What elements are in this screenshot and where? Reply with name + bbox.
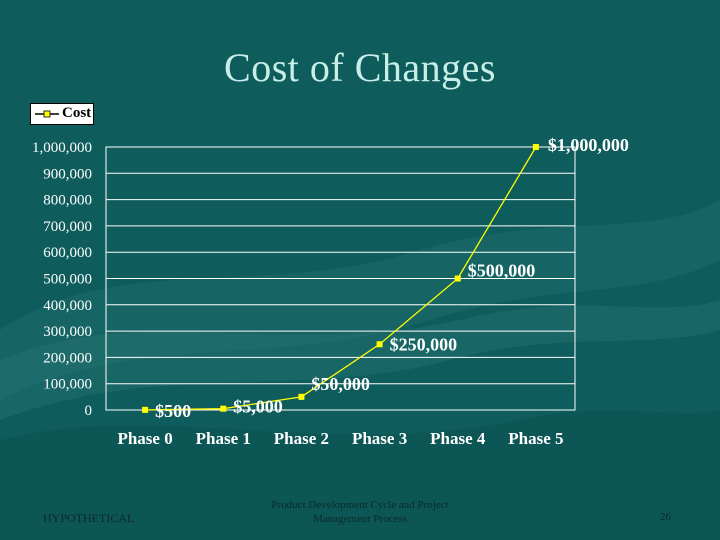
slide-title: Cost of Changes	[224, 45, 496, 90]
data-point-marker	[376, 341, 383, 348]
x-category-label: Phase 0	[117, 429, 172, 448]
footer-hypothetical: HYPOTHETICAL	[43, 511, 135, 525]
legend-label-cost: Cost	[62, 105, 92, 121]
x-category-label: Phase 4	[430, 429, 486, 448]
y-tick-label: 1,000,000	[32, 140, 92, 156]
chart-legend: Cost	[30, 103, 94, 125]
data-point-marker	[220, 405, 227, 412]
y-tick-label: 0	[85, 403, 93, 419]
x-category-label: Phase 1	[196, 429, 251, 448]
footer-center-caption: Product Development Cycle and Project Ma…	[235, 498, 485, 526]
data-label: $500,000	[468, 261, 536, 281]
y-tick-label: 900,000	[43, 166, 92, 182]
y-tick-label: 800,000	[43, 193, 92, 209]
data-point-marker	[454, 275, 461, 282]
y-tick-label: 400,000	[43, 298, 92, 314]
data-point-marker	[532, 144, 539, 150]
legend-line-marker-icon	[35, 110, 59, 118]
data-label: $500	[155, 401, 191, 421]
x-category-label: Phase 5	[508, 429, 563, 448]
footer-center-line-2: Management Process	[313, 513, 407, 525]
y-tick-label: 100,000	[43, 377, 92, 393]
x-category-label: Phase 2	[274, 429, 329, 448]
series-line-cost	[145, 146, 537, 411]
y-tick-label: 500,000	[43, 272, 92, 288]
data-label: $1,000,000	[548, 135, 629, 155]
x-category-label: Phase 3	[352, 429, 407, 448]
data-point-marker	[142, 406, 149, 413]
y-tick-label: 300,000	[43, 324, 92, 340]
footer-center-line-1: Product Development Cycle and Project	[271, 499, 449, 511]
data-label: $250,000	[390, 334, 458, 354]
y-tick-label: 700,000	[43, 219, 92, 235]
y-tick-label: 600,000	[43, 245, 92, 261]
data-point-marker	[298, 393, 305, 400]
y-tick-label: 200,000	[43, 350, 92, 366]
page-number: 26	[660, 511, 671, 523]
data-label: $50,000	[311, 374, 370, 394]
data-label: $5,000	[233, 397, 283, 417]
